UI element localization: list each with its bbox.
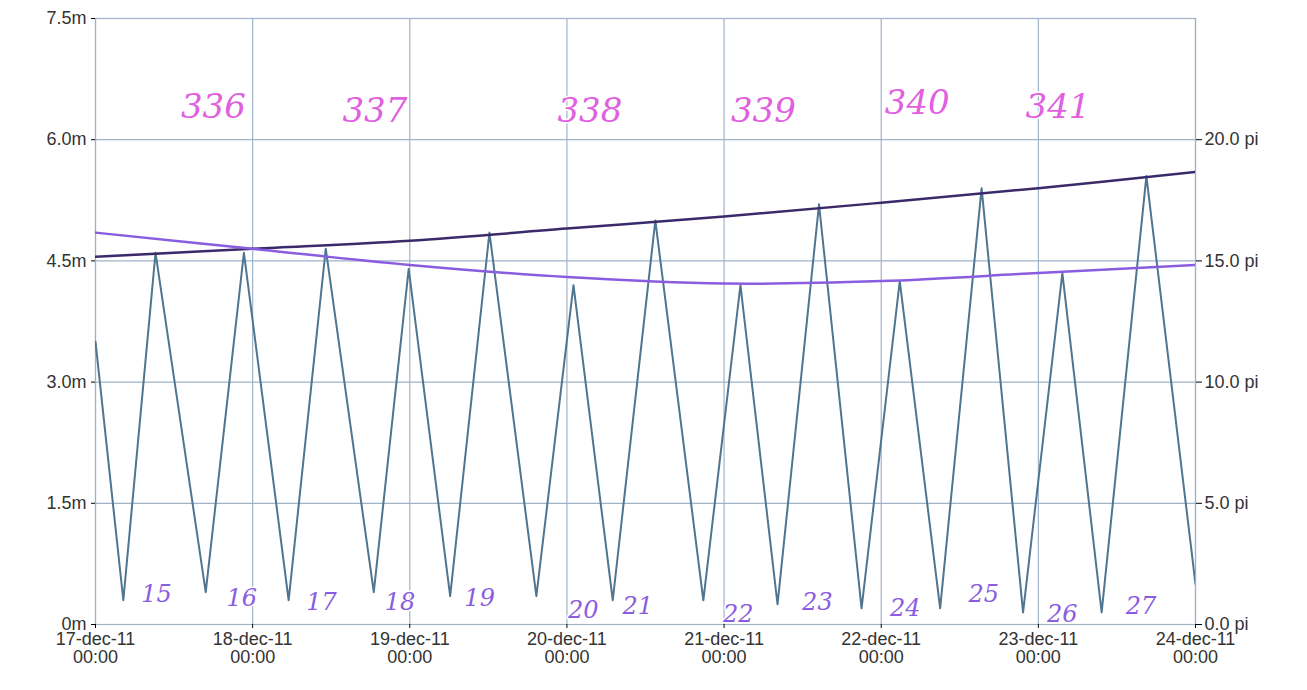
svg-text:1.5m: 1.5m	[46, 493, 86, 513]
svg-text:3.0m: 3.0m	[46, 372, 86, 392]
svg-text:23: 23	[801, 588, 833, 616]
svg-text:18: 18	[385, 588, 416, 616]
svg-text:17: 17	[306, 588, 337, 616]
svg-text:340: 340	[885, 82, 950, 122]
svg-text:18-dec-1100:00: 18-dec-1100:00	[213, 629, 293, 667]
svg-text:15: 15	[141, 580, 172, 608]
svg-text:20-dec-1100:00: 20-dec-1100:00	[527, 629, 607, 667]
svg-text:15.0 pi: 15.0 pi	[1205, 251, 1259, 271]
svg-text:22-dec-1100:00: 22-dec-1100:00	[841, 629, 921, 667]
svg-text:20.0 pi: 20.0 pi	[1205, 129, 1259, 149]
svg-text:336: 336	[181, 86, 246, 126]
svg-text:338: 338	[557, 90, 622, 130]
svg-text:7.5m: 7.5m	[46, 8, 86, 28]
svg-text:341: 341	[1026, 86, 1091, 126]
svg-text:19-dec-1100:00: 19-dec-1100:00	[370, 629, 450, 667]
svg-text:21: 21	[622, 592, 654, 620]
svg-text:339: 339	[731, 90, 796, 130]
svg-text:24: 24	[889, 594, 921, 622]
svg-text:22: 22	[722, 600, 754, 628]
svg-text:6.0m: 6.0m	[46, 129, 86, 149]
svg-text:24-dec-1100:00: 24-dec-1100:00	[1156, 629, 1236, 667]
svg-text:10.0 pi: 10.0 pi	[1205, 372, 1259, 392]
svg-text:23-dec-1100:00: 23-dec-1100:00	[998, 629, 1078, 667]
svg-text:16: 16	[226, 584, 257, 612]
svg-text:4.5m: 4.5m	[46, 251, 86, 271]
svg-text:5.0 pi: 5.0 pi	[1205, 493, 1249, 513]
svg-text:25: 25	[968, 580, 1000, 608]
svg-text:337: 337	[342, 90, 407, 130]
svg-text:0.0 pi: 0.0 pi	[1205, 614, 1249, 634]
svg-text:0m: 0m	[61, 614, 86, 634]
svg-text:17-dec-1100:00: 17-dec-1100:00	[56, 629, 136, 667]
svg-text:21-dec-1100:00: 21-dec-1100:00	[684, 629, 764, 667]
svg-text:27: 27	[1125, 592, 1157, 620]
svg-text:26: 26	[1046, 600, 1078, 628]
svg-text:19: 19	[464, 584, 495, 612]
svg-text:20: 20	[567, 596, 599, 624]
